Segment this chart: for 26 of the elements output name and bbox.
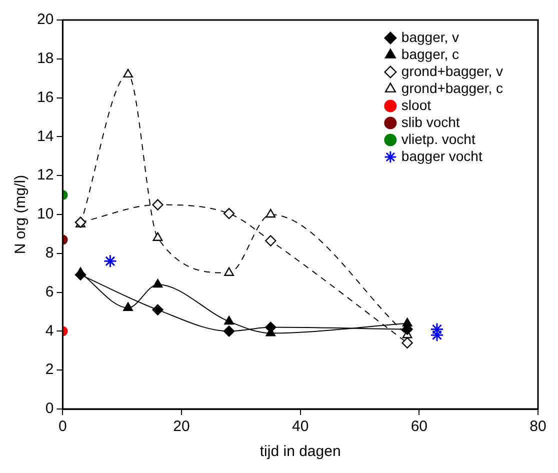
y-tick-label: 20 xyxy=(36,11,54,28)
y-tick-label: 10 xyxy=(36,206,54,223)
legend-label: bagger vocht xyxy=(401,148,482,164)
y-tick-label: 18 xyxy=(36,50,54,68)
x-tick-label: 80 xyxy=(530,418,546,436)
y-axis-title: N org (mg/l) xyxy=(12,174,30,254)
x-tick-label: 0 xyxy=(58,418,67,436)
y-tick-label: 6 xyxy=(45,283,54,300)
x-tick-label: 20 xyxy=(173,418,190,436)
y-tick-label: 12 xyxy=(36,166,54,184)
legend-label: sloot xyxy=(401,96,432,113)
legend-label: vlietp. vocht xyxy=(401,130,476,147)
legend-label: grond+bagger, v xyxy=(401,62,504,79)
y-tick-label: 4 xyxy=(45,322,54,340)
x-axis-title: tijd in dagen xyxy=(260,443,341,460)
x-tick-label: 60 xyxy=(410,418,428,436)
y-tick-label: 14 xyxy=(36,128,54,145)
y-tick-label: 2 xyxy=(45,361,54,378)
legend-label: bagger, c xyxy=(401,46,460,62)
legend-label: grond+bagger, c xyxy=(401,80,504,96)
y-tick-label: 0 xyxy=(45,400,54,418)
x-tick-label: 40 xyxy=(292,418,309,436)
y-tick-label: 16 xyxy=(36,88,54,106)
legend-label: bagger, v xyxy=(401,28,460,45)
legend-label: slib vocht xyxy=(401,114,460,130)
y-tick-label: 8 xyxy=(45,244,54,262)
